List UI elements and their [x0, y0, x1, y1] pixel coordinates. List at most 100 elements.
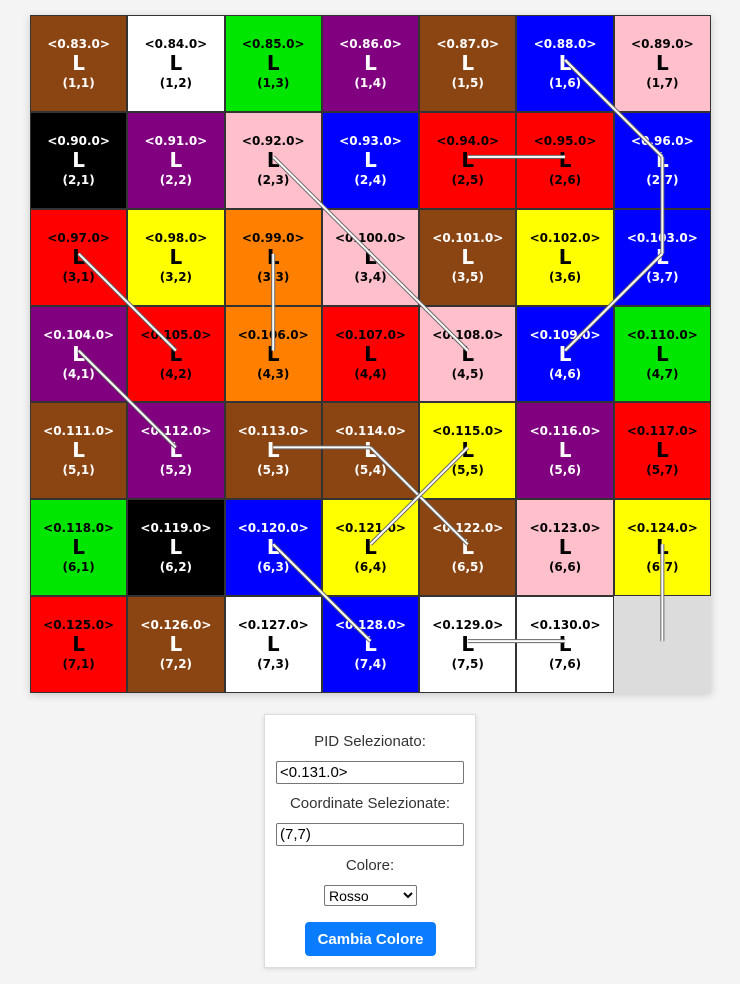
cell-coord: (6,4): [354, 560, 387, 575]
grid-cell-5-3[interactable]: <0.113.0> L (5,3): [224, 402, 322, 500]
cell-pid: <0.92.0>: [241, 133, 305, 148]
grid-cell-3-2[interactable]: <0.98.0> L (3,2): [127, 208, 225, 306]
pid-input[interactable]: [276, 761, 464, 784]
grid-cell-4-5[interactable]: <0.108.0> L (4,5): [419, 305, 517, 403]
grid-cell-2-6[interactable]: <0.95.0> L (2,6): [516, 111, 614, 209]
coord-input[interactable]: [276, 823, 464, 846]
cell-coord: (5,3): [257, 463, 290, 478]
cell-letter: L: [558, 51, 572, 75]
grid-cell-1-7[interactable]: <0.89.0> L (1,7): [613, 15, 711, 112]
grid-cell-4-6[interactable]: <0.109.0> L (4,6): [516, 305, 614, 403]
cell-letter: L: [266, 535, 280, 560]
cell-pid: <0.128.0>: [335, 618, 406, 633]
grid-cell-7-2[interactable]: <0.126.0> L (7,2): [127, 596, 225, 693]
cell-letter: L: [72, 341, 86, 366]
cell-coord: (5,5): [451, 463, 484, 478]
grid-cell-2-1[interactable]: <0.90.0> L (2,1): [30, 111, 128, 209]
cell-pid: <0.120.0>: [237, 521, 309, 536]
grid-cell-3-4[interactable]: <0.100.0> L (3,4): [321, 208, 420, 306]
cell-coord: (4,4): [354, 366, 387, 381]
cell-coord: (7,2): [159, 657, 193, 672]
cell-letter: L: [72, 147, 86, 172]
grid-cell-6-1[interactable]: <0.118.0> L (6,1): [30, 499, 128, 597]
cell-letter: L: [461, 438, 475, 463]
cell-letter: L: [655, 51, 669, 75]
cell-coord: (6,5): [451, 560, 484, 575]
cell-letter: L: [266, 438, 280, 463]
cell-pid: <0.118.0>: [43, 521, 115, 536]
grid-cell-2-4[interactable]: <0.93.0> L (2,4): [321, 111, 420, 209]
grid-cell-7-5[interactable]: <0.129.0> L (7,5): [419, 596, 517, 693]
cell-coord: (3,2): [159, 269, 193, 284]
grid-cell-5-7[interactable]: <0.117.0> L (5,7): [613, 402, 711, 500]
cell-coord: (7,4): [354, 657, 387, 672]
cell-pid: <0.119.0>: [140, 521, 212, 536]
grid-cell-2-3[interactable]: <0.92.0> L (2,3): [224, 111, 322, 209]
grid-cell-6-2[interactable]: <0.119.0> L (6,2): [127, 499, 225, 597]
cell-coord: (6,2): [159, 560, 193, 575]
cell-coord: (2,5): [451, 172, 484, 187]
cell-letter: L: [558, 244, 572, 269]
cell-letter: L: [364, 51, 377, 75]
grid-cell-3-5[interactable]: <0.101.0> L (3,5): [419, 208, 517, 306]
grid-cell-6-5[interactable]: <0.122.0> L (6,5): [419, 499, 517, 597]
grid-cell-1-2[interactable]: <0.84.0> L (1,2): [127, 15, 225, 112]
grid-cell-5-4[interactable]: <0.114.0> L (5,4): [321, 402, 420, 500]
cell-coord: (3,6): [548, 269, 582, 284]
cell-coord: (5,6): [548, 463, 582, 478]
cell-pid: <0.99.0>: [241, 230, 305, 245]
grid-cell-5-1[interactable]: <0.111.0> L (5,1): [30, 402, 128, 500]
coord-label: Coordinate Selezionate:: [289, 795, 451, 812]
grid-cell-6-3[interactable]: <0.120.0> L (6,3): [224, 499, 322, 597]
cell-letter: L: [655, 438, 669, 463]
cell-pid: <0.116.0>: [529, 424, 601, 439]
grid-cell-6-4[interactable]: <0.121.0> L (6,4): [321, 499, 420, 597]
grid-cell-1-6[interactable]: <0.88.0> L (1,6): [516, 15, 614, 112]
grid-cell-3-1[interactable]: <0.97.0> L (3,1): [30, 208, 128, 306]
cell-coord: (2,7): [646, 172, 679, 187]
color-select[interactable]: Rosso: [324, 885, 417, 906]
grid-cell-1-3[interactable]: <0.85.0> L (1,3): [224, 15, 322, 112]
cell-pid: <0.98.0>: [144, 230, 208, 245]
grid-cell-5-6[interactable]: <0.116.0> L (5,6): [516, 402, 614, 500]
grid-cell-2-7[interactable]: <0.96.0> L (2,7): [613, 111, 711, 209]
cell-pid: <0.107.0>: [335, 327, 406, 342]
cell-pid: <0.112.0>: [140, 424, 212, 439]
grid-cell-1-5[interactable]: <0.87.0> L (1,5): [419, 15, 517, 112]
cell-pid: <0.95.0>: [533, 133, 597, 148]
change-color-button[interactable]: Cambia Colore: [305, 922, 436, 956]
grid-cell-6-7[interactable]: <0.124.0> L (6,7): [613, 499, 711, 597]
grid-cell-5-5[interactable]: <0.115.0> L (5,5): [419, 402, 517, 500]
grid-cell-7-1[interactable]: <0.125.0> L (7,1): [30, 596, 128, 693]
grid-cell-4-7[interactable]: <0.110.0> L (4,7): [613, 305, 711, 403]
grid-cell-2-2[interactable]: <0.91.0> L (2,2): [127, 111, 225, 209]
grid-cell-6-6[interactable]: <0.123.0> L (6,6): [516, 499, 614, 597]
grid-cell-3-7[interactable]: <0.103.0> L (3,7): [613, 208, 711, 306]
cell-pid: <0.97.0>: [47, 230, 110, 245]
grid-cell-7-6[interactable]: <0.130.0> L (7,6): [516, 596, 614, 693]
cell-letter: L: [266, 51, 280, 75]
grid-cell-4-3[interactable]: <0.106.0> L (4,3): [224, 305, 322, 403]
grid-cell-2-5[interactable]: <0.94.0> L (2,5): [419, 111, 517, 209]
grid-cell-5-2[interactable]: <0.112.0> L (5,2): [127, 402, 225, 500]
grid-cell-4-2[interactable]: <0.105.0> L (4,2): [127, 305, 225, 403]
cell-coord: (2,2): [159, 172, 193, 187]
grid-cell-7-4[interactable]: <0.128.0> L (7,4): [321, 596, 420, 693]
cell-coord: (1,5): [451, 76, 484, 90]
cell-letter: L: [655, 341, 669, 366]
cell-coord: (4,7): [646, 366, 679, 381]
cell-letter: L: [169, 147, 183, 172]
grid-cell-3-6[interactable]: <0.102.0> L (3,6): [516, 208, 614, 306]
grid-cell-3-3[interactable]: <0.99.0> L (3,3): [224, 208, 322, 306]
cell-coord: (5,2): [159, 463, 193, 478]
cell-letter: L: [364, 341, 377, 366]
grid-cell-4-4[interactable]: <0.107.0> L (4,4): [321, 305, 420, 403]
grid-cell-4-1[interactable]: <0.104.0> L (4,1): [30, 305, 128, 403]
cell-coord: (5,1): [62, 463, 95, 478]
grid-cell-1-1[interactable]: <0.83.0> L (1,1): [30, 15, 128, 112]
grid-cell-1-4[interactable]: <0.86.0> L (1,4): [321, 15, 420, 112]
selection-panel: PID Selezionato: Coordinate Selezionate:…: [264, 714, 476, 968]
cell-pid: <0.100.0>: [335, 230, 406, 245]
grid-cell-7-3[interactable]: <0.127.0> L (7,3): [224, 596, 322, 693]
cell-letter: L: [461, 51, 475, 75]
